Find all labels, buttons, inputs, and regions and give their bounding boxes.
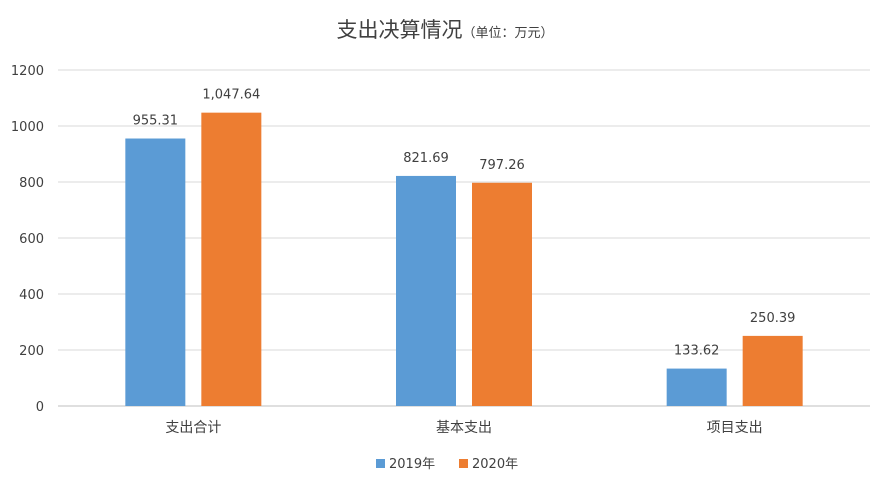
y-tick-label: 600 — [19, 232, 44, 247]
chart-title: 支出决算情况（单位：万元） — [336, 18, 553, 42]
bar-value-label: 955.31 — [133, 114, 179, 129]
y-tick-label: 0 — [36, 400, 44, 415]
y-axis-ticks: 0 200 400 600 800 1000 1200 — [11, 64, 44, 415]
bar — [201, 112, 262, 406]
bar — [396, 175, 456, 406]
bars — [125, 112, 803, 407]
bar — [125, 138, 186, 407]
gridlines — [58, 69, 870, 407]
legend-label: 2019年 — [389, 457, 435, 472]
y-tick-label: 800 — [19, 176, 44, 191]
x-category-label: 项目支出 — [707, 420, 763, 436]
bar — [666, 368, 727, 406]
bar-value-label: 797.26 — [479, 158, 525, 173]
data-labels: 955.31 1,047.64 821.69 797.26 133.62 250.39 — [133, 88, 796, 359]
bar-value-label: 821.69 — [403, 151, 449, 166]
x-axis-categories: 支出合计 基本支出 项目支出 — [165, 419, 762, 436]
legend: 2019年 2020年 — [376, 457, 518, 472]
x-category-label: 基本支出 — [436, 419, 492, 436]
bar — [472, 182, 532, 406]
y-tick-label: 200 — [19, 344, 44, 359]
bar-value-label: 250.39 — [750, 311, 796, 326]
y-tick-label: 1200 — [11, 64, 44, 79]
legend-label: 2020年 — [472, 457, 518, 472]
legend-swatch — [376, 459, 385, 468]
y-tick-label: 400 — [19, 288, 44, 303]
chart-title-main: 支出决算情况 — [336, 18, 462, 42]
legend-swatch — [459, 459, 468, 468]
bar-value-label: 133.62 — [674, 344, 720, 359]
bar-value-label: 1,047.64 — [202, 88, 260, 103]
x-category-label: 支出合计 — [165, 420, 221, 436]
bar — [742, 335, 803, 406]
chart-title-unit: （单位：万元） — [462, 26, 553, 41]
y-tick-label: 1000 — [11, 120, 44, 135]
